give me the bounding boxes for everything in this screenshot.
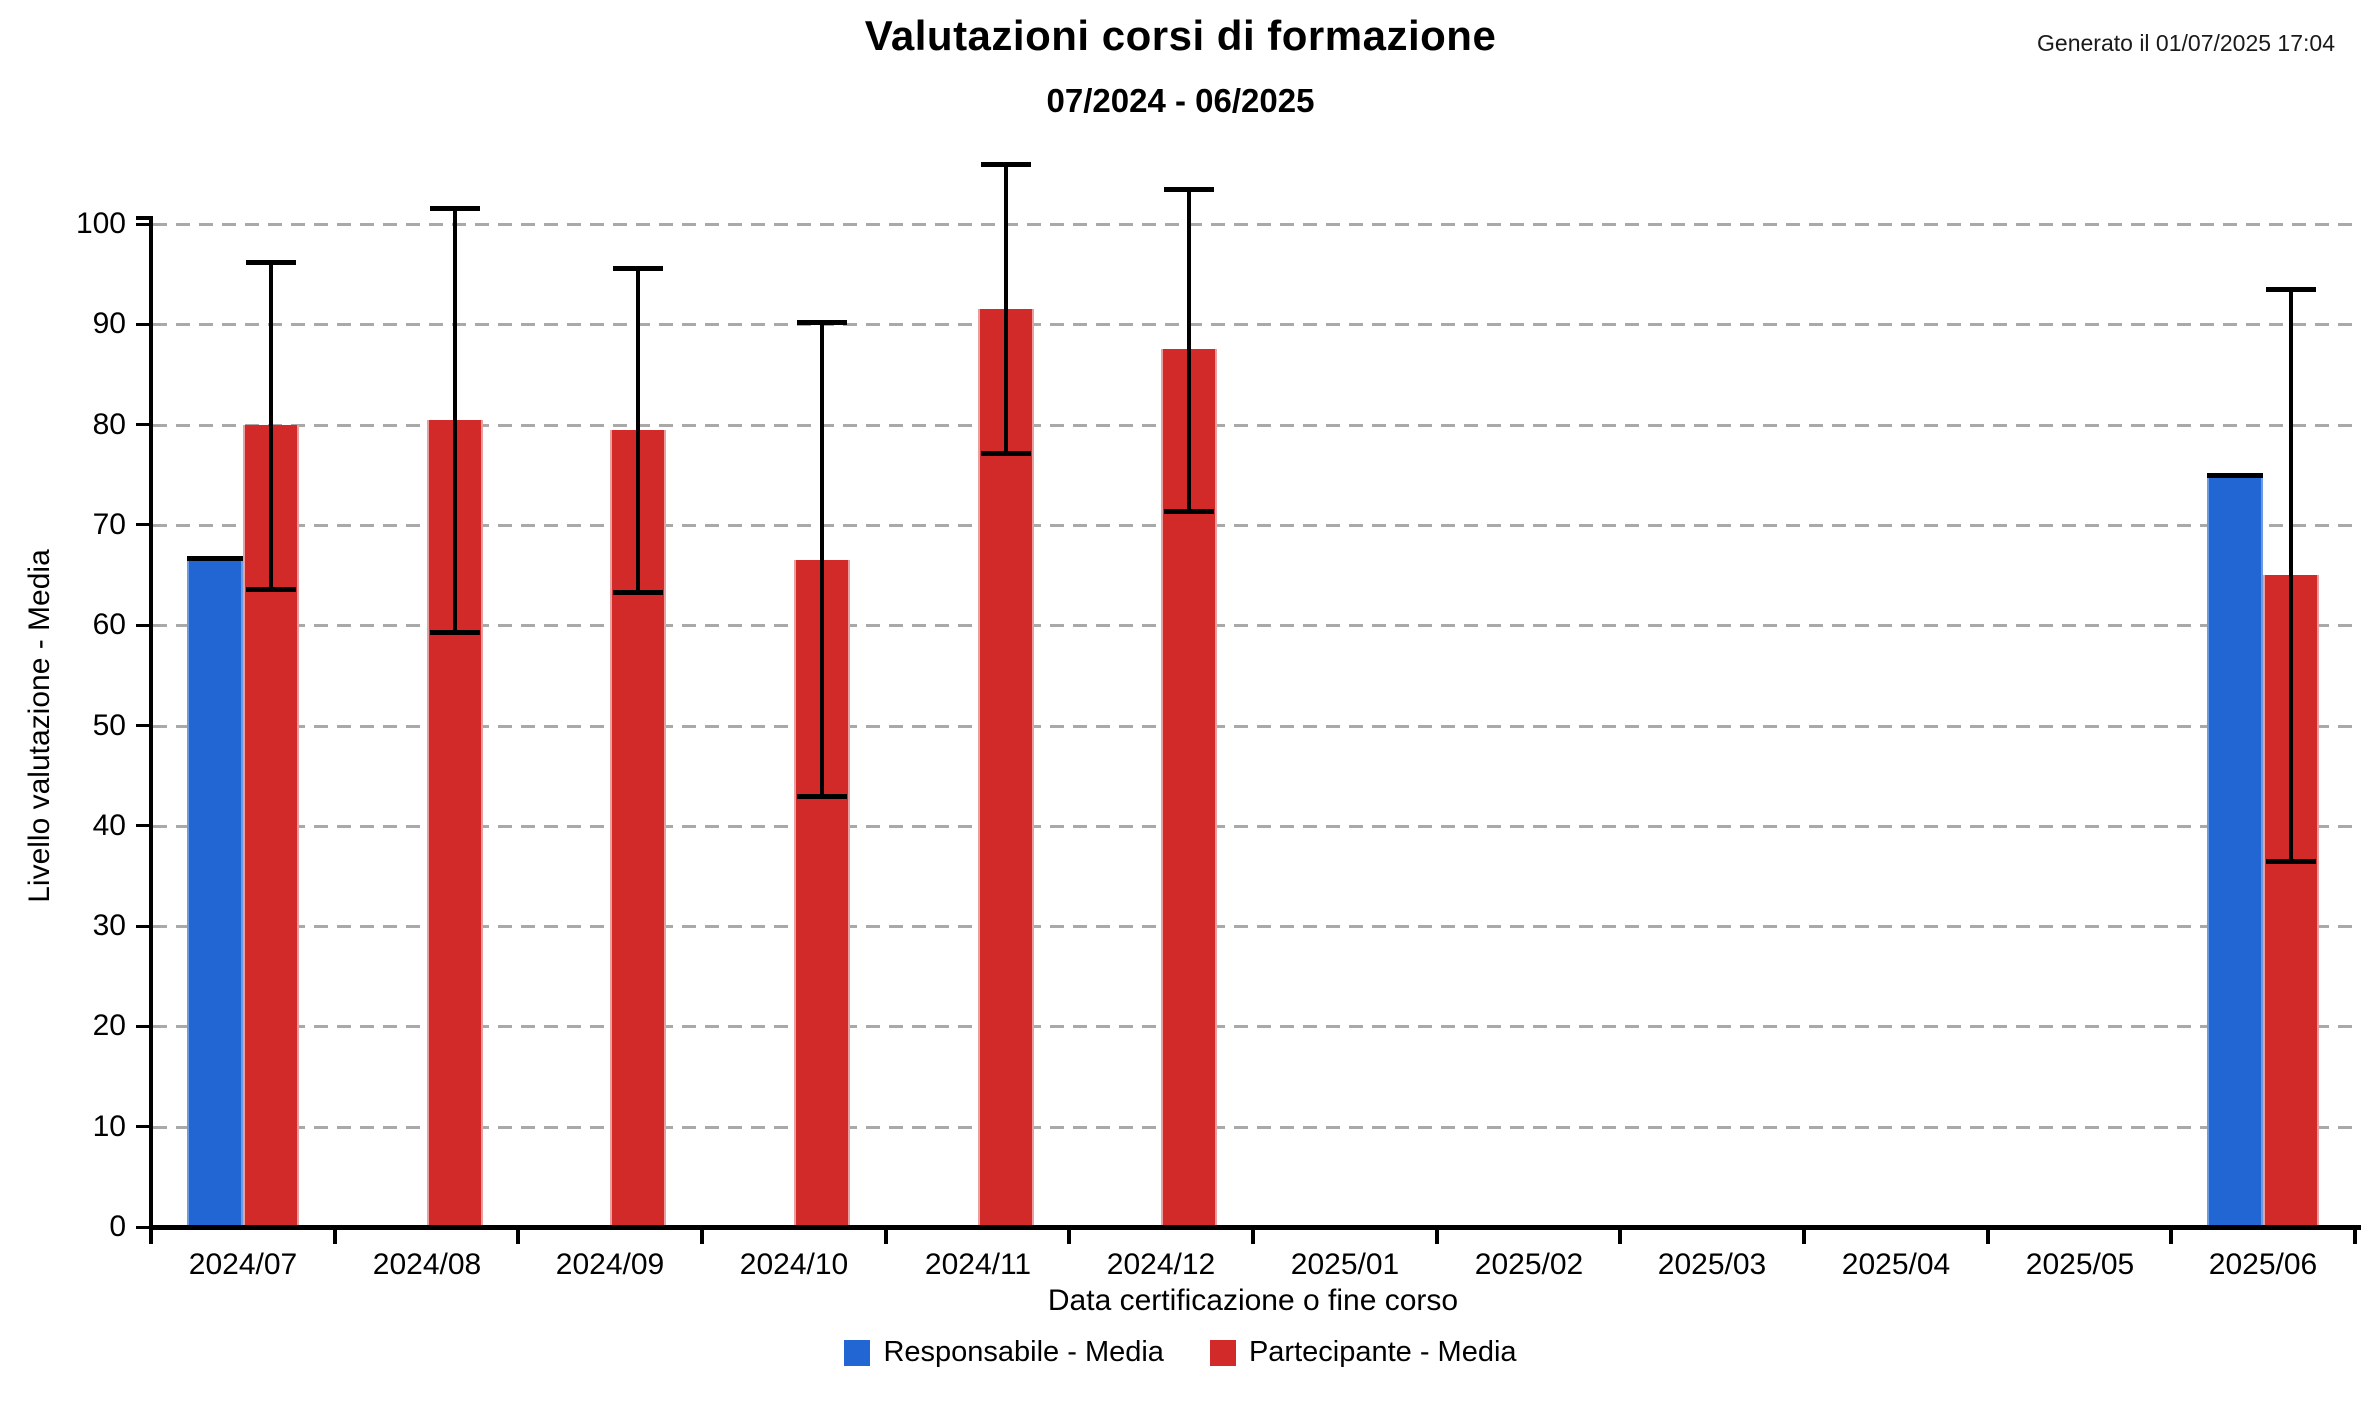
legend-label: Partecipante - Media: [1248, 1336, 1517, 1368]
y-tick-label: 100: [75, 207, 126, 240]
error-whisker-line: [636, 268, 640, 592]
generated-timestamp: Generato il 01/07/2025 17:04: [2037, 30, 2335, 56]
error-whisker-cap-top: [1164, 187, 1214, 192]
y-tick-label: 20: [92, 1009, 126, 1042]
x-axis-tick: [1435, 1229, 1439, 1244]
x-tick-label: 2024/08: [372, 1248, 482, 1281]
error-whisker-cap-bottom: [430, 630, 480, 635]
y-axis-endcap: [136, 216, 151, 220]
legend-swatch: [1209, 1339, 1236, 1366]
x-tick-label: 2024/09: [555, 1248, 665, 1281]
x-tick-label: 2025/01: [1290, 1248, 1400, 1281]
y-tick-label: 80: [92, 408, 126, 441]
error-whisker-cap-flat: [2207, 473, 2263, 478]
x-axis-tick: [333, 1229, 337, 1244]
y-tick-label: 50: [92, 709, 126, 742]
x-axis-tick: [884, 1229, 888, 1244]
chart-legend: Responsabile - Media Partecipante - Media: [0, 1336, 2361, 1369]
error-whisker-cap-top: [797, 320, 847, 325]
x-axis-tick: [2169, 1229, 2173, 1244]
error-whisker-line: [453, 208, 457, 632]
bar: [978, 309, 1034, 1227]
error-whisker-cap-bottom: [797, 794, 847, 799]
gridline: [153, 624, 2361, 627]
chart-subtitle: 07/2024 - 06/2025: [1046, 82, 1315, 119]
error-whisker-line: [1187, 189, 1191, 511]
y-tick-label: 90: [92, 307, 126, 340]
error-whisker-cap-bottom: [246, 587, 296, 592]
gridline: [153, 825, 2361, 828]
gridline: [153, 323, 2361, 326]
error-whisker-cap-top: [981, 162, 1031, 167]
y-axis-tick: [136, 925, 151, 928]
error-whisker-line: [269, 262, 273, 589]
error-whisker-cap-bottom: [2266, 859, 2316, 864]
error-whisker-cap-top: [246, 260, 296, 265]
gridline: [153, 1025, 2361, 1028]
gridline: [153, 223, 2361, 226]
x-axis-tick: [1802, 1229, 1806, 1244]
x-tick-label: 2025/04: [1841, 1248, 1951, 1281]
legend-item: Responsabile - Media: [844, 1336, 1164, 1369]
gridline: [153, 424, 2361, 427]
error-whisker-cap-top: [2266, 287, 2316, 292]
y-tick-label: 30: [92, 909, 126, 942]
x-axis-tick: [700, 1229, 704, 1244]
y-tick-label: 10: [92, 1110, 126, 1143]
x-tick-label: 2025/06: [2208, 1248, 2318, 1281]
legend-swatch: [844, 1339, 871, 1366]
x-axis-tick: [2353, 1229, 2357, 1244]
y-axis-tick: [136, 1025, 151, 1028]
error-whisker-cap-top: [613, 266, 663, 271]
gridline: [153, 1126, 2361, 1129]
x-axis-line: [149, 1225, 2361, 1230]
bar: [187, 558, 243, 1227]
y-tick-label: 40: [92, 809, 126, 842]
y-axis-tick: [136, 624, 151, 627]
y-axis-tick: [136, 1226, 151, 1229]
legend-label: Responsabile - Media: [883, 1336, 1164, 1368]
gridline: [153, 925, 2361, 928]
y-axis-tick: [136, 423, 151, 426]
y-axis-tick: [136, 1125, 151, 1128]
x-axis-tick: [149, 1229, 153, 1244]
chart-title: Valutazioni corsi di formazione: [864, 12, 1497, 59]
gridline: [153, 524, 2361, 527]
x-tick-label: 2025/03: [1657, 1248, 1767, 1281]
y-axis-line: [149, 216, 153, 1231]
x-axis-tick: [1067, 1229, 1071, 1244]
x-tick-label: 2025/05: [2025, 1248, 2135, 1281]
error-whisker-line: [2289, 289, 2293, 861]
error-whisker-cap-bottom: [981, 451, 1031, 456]
x-axis-tick: [1251, 1229, 1255, 1244]
x-axis-tick: [1618, 1229, 1622, 1244]
error-whisker-cap-bottom: [613, 590, 663, 595]
error-whisker-cap-flat: [187, 556, 243, 561]
x-axis-tick: [516, 1229, 520, 1244]
error-whisker-cap-bottom: [1164, 509, 1214, 514]
x-axis-tick: [1986, 1229, 1990, 1244]
x-tick-label: 2024/11: [924, 1248, 1032, 1281]
x-tick-label: 2025/02: [1474, 1248, 1584, 1281]
x-axis-title: Data certificazione o fine corso: [1047, 1284, 1459, 1317]
x-tick-label: 2024/12: [1106, 1248, 1216, 1281]
error-whisker-line: [1004, 164, 1008, 453]
gridline: [153, 725, 2361, 728]
error-whisker-line: [820, 322, 824, 795]
x-tick-label: 2024/10: [739, 1248, 849, 1281]
y-axis-tick: [136, 724, 151, 727]
x-tick-label: 2024/07: [188, 1248, 298, 1281]
y-tick-label: 70: [92, 508, 126, 541]
y-tick-label: 60: [92, 608, 126, 641]
bar: [2207, 475, 2263, 1227]
y-axis-tick: [136, 523, 151, 526]
y-axis-tick: [136, 824, 151, 827]
legend-item: Partecipante - Media: [1209, 1336, 1517, 1369]
y-tick-label: 0: [109, 1210, 126, 1243]
y-axis-tick: [136, 223, 151, 226]
y-axis-tick: [136, 323, 151, 326]
error-whisker-cap-top: [430, 206, 480, 211]
